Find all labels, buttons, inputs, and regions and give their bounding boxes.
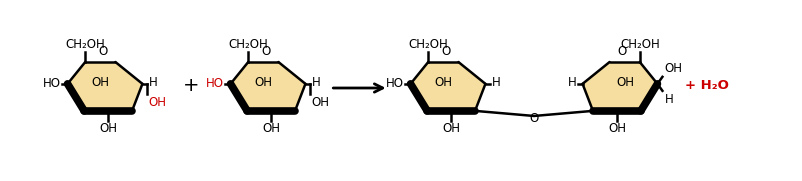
Polygon shape bbox=[67, 62, 142, 111]
Text: H: H bbox=[567, 76, 576, 89]
Text: OH: OH bbox=[91, 77, 109, 89]
Text: OH: OH bbox=[311, 96, 329, 109]
Text: H: H bbox=[148, 76, 157, 89]
Text: CH₂OH: CH₂OH bbox=[228, 38, 268, 51]
Text: O: O bbox=[616, 45, 626, 58]
Polygon shape bbox=[230, 62, 305, 111]
Text: OH: OH bbox=[615, 77, 634, 89]
Text: OH: OH bbox=[607, 122, 625, 135]
Polygon shape bbox=[410, 62, 485, 111]
Text: H: H bbox=[311, 76, 320, 89]
Polygon shape bbox=[581, 62, 657, 111]
Text: OH: OH bbox=[663, 62, 682, 75]
Text: HO: HO bbox=[385, 77, 403, 90]
Text: CH₂OH: CH₂OH bbox=[65, 38, 105, 51]
Text: O: O bbox=[529, 112, 538, 125]
Text: HO: HO bbox=[43, 77, 60, 90]
Text: O: O bbox=[261, 45, 270, 58]
Text: + H₂O: + H₂O bbox=[685, 79, 728, 92]
Text: OH: OH bbox=[261, 122, 280, 135]
Text: OH: OH bbox=[253, 77, 272, 89]
Text: CH₂OH: CH₂OH bbox=[619, 38, 658, 51]
Text: CH₂OH: CH₂OH bbox=[408, 38, 448, 51]
Text: O: O bbox=[441, 45, 451, 58]
Text: H: H bbox=[491, 76, 500, 89]
Text: +: + bbox=[183, 77, 200, 96]
Text: O: O bbox=[99, 45, 107, 58]
Text: H: H bbox=[663, 93, 672, 106]
Text: OH: OH bbox=[99, 122, 117, 135]
Text: HO: HO bbox=[205, 77, 223, 90]
Text: OH: OH bbox=[148, 96, 166, 109]
Text: OH: OH bbox=[442, 122, 460, 135]
Text: OH: OH bbox=[433, 77, 452, 89]
